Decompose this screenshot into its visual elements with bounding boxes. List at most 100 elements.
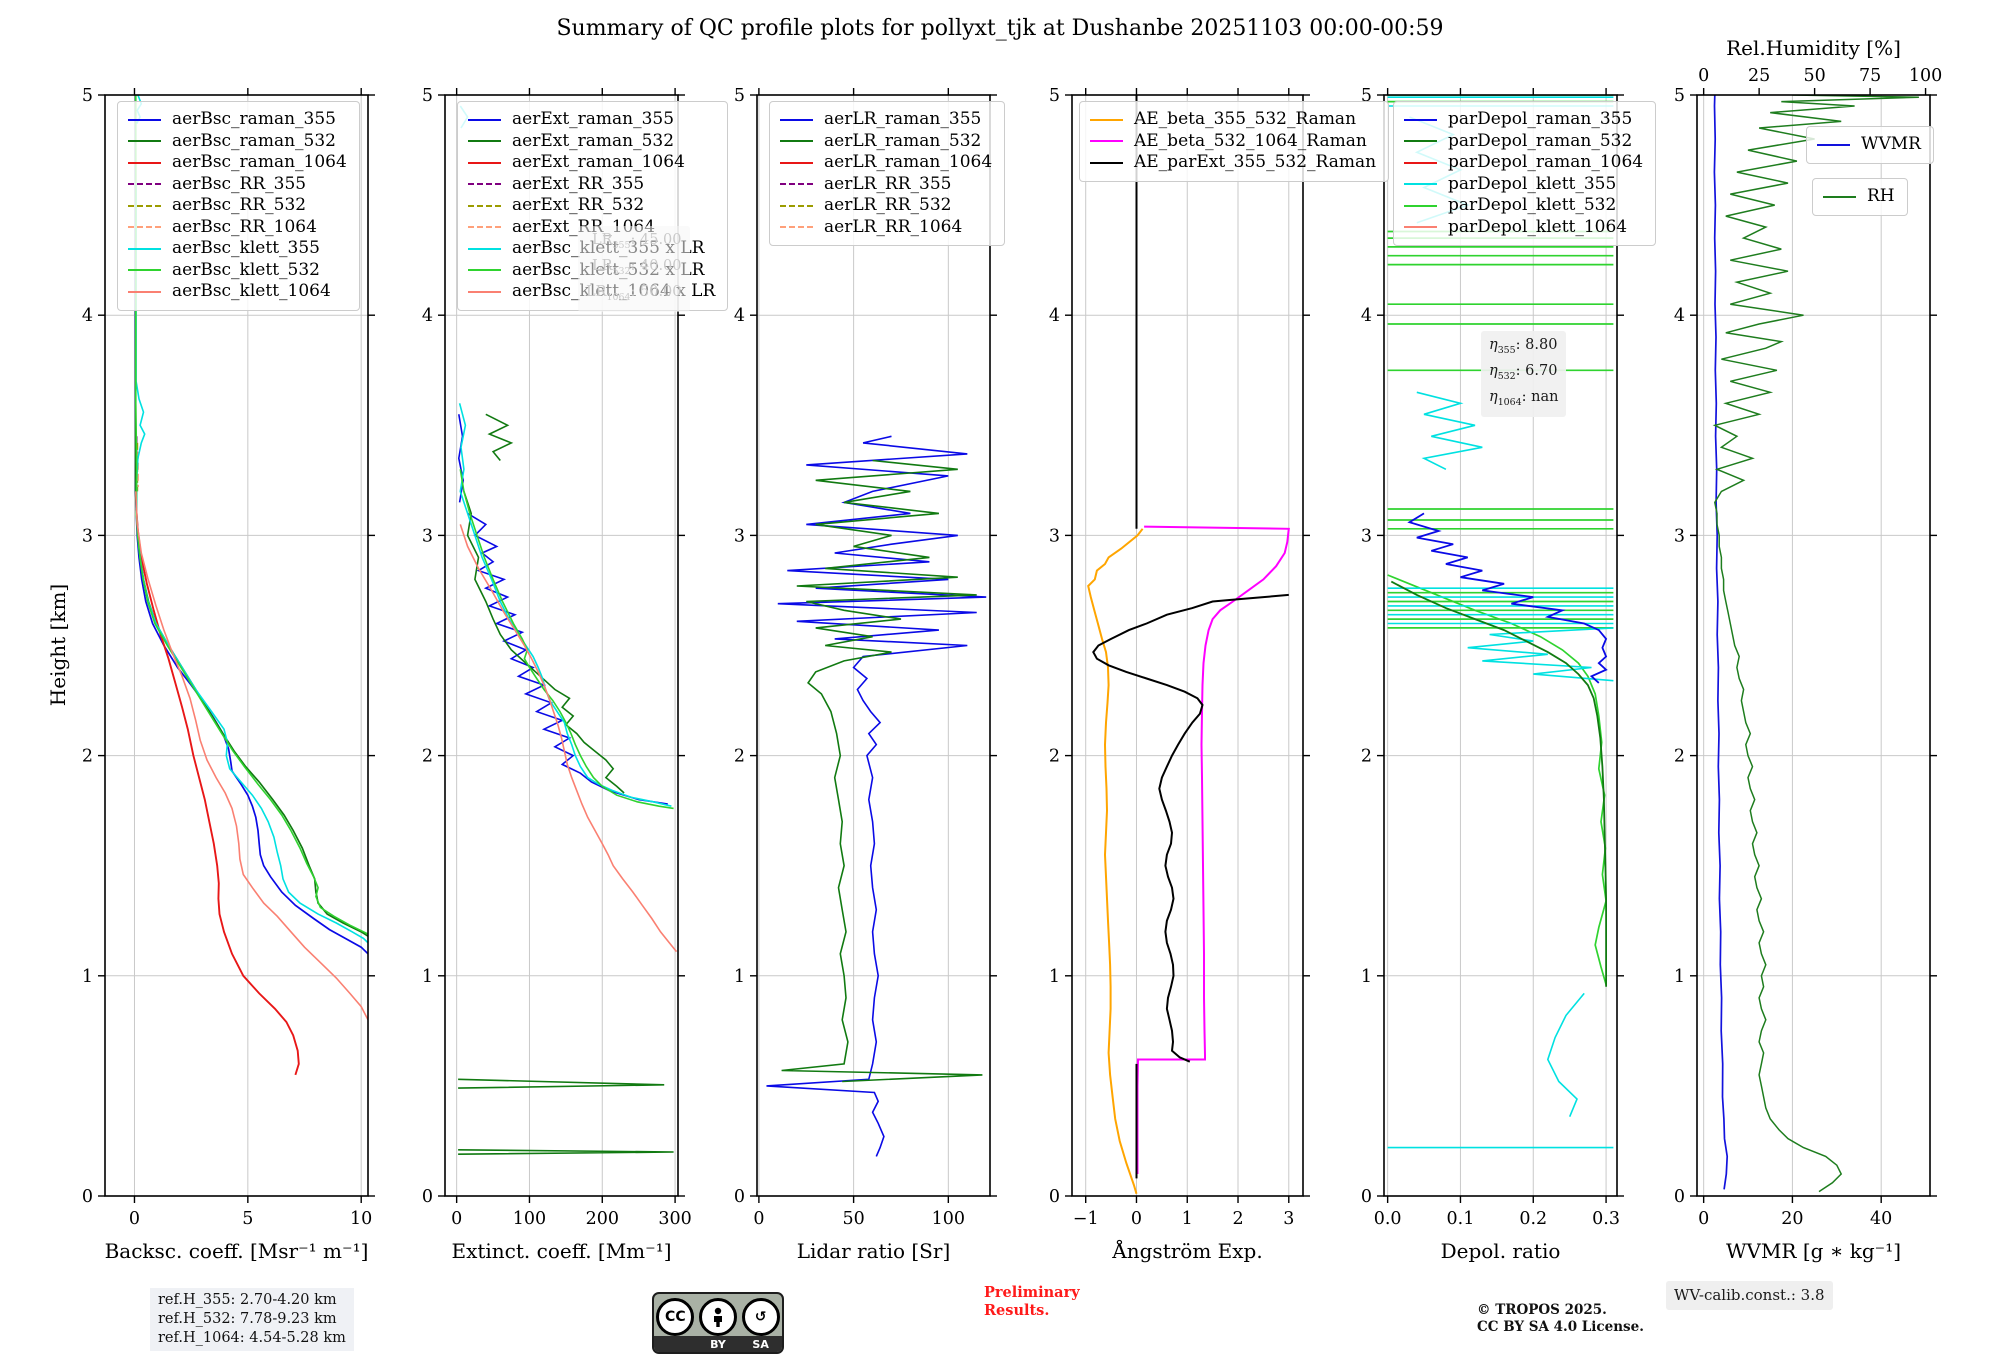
legend-label: aerBsc_RR_1064 <box>172 216 317 237</box>
eta-355-line: η355: 8.80 <box>1489 337 1558 356</box>
legend-label: aerExt_RR_532 <box>512 195 645 215</box>
legend-line-sample <box>128 247 161 250</box>
x-tick-label: 0.2 <box>1519 1209 1547 1229</box>
series-parDepol_klett_355 <box>1467 627 1614 682</box>
backscatter-tick-labels: 0 5 10 0 1 2 3 4 5 Backsc. coeff. [Msr⁻¹ m⁻¹] <box>82 86 372 1263</box>
lr-sub: 355 <box>612 239 631 251</box>
top-tick-label: 50 <box>1803 66 1825 86</box>
legend-line-sample <box>468 269 501 272</box>
legend-label: AE_beta_532_1064_Raman <box>1134 130 1367 151</box>
legend-item-aerLR_raman_532: aerLR_raman_532 <box>780 131 992 153</box>
lidar-ratio-plot: 0 50 100 0 1 2 3 4 5 Lidar ratio [Sr] <box>734 86 997 1263</box>
legend-line-sample <box>468 204 501 207</box>
legend-label: parDepol_raman_355 <box>1448 109 1633 129</box>
eta-sub: 1064 <box>1497 396 1522 408</box>
lidar-ratio-ticks <box>750 88 997 1203</box>
series-WVMR <box>1713 95 1729 1190</box>
legend-item-parDepol_raman_532: parDepol_raman_532 <box>1404 131 1643 153</box>
legend-line-sample <box>780 204 813 207</box>
legend-line-sample <box>1404 226 1437 229</box>
series-aerExt_raman_532 <box>458 1078 665 1089</box>
eta-annotation: η355: 8.80 η532: 6.70 η1064: nan <box>1481 331 1567 417</box>
legend-label: parDepol_klett_355 <box>1448 173 1617 194</box>
wvmr-ticks <box>1690 88 1937 1203</box>
eta-value: 8.80 <box>1525 337 1558 353</box>
y-tick-label: 0 <box>1049 1187 1060 1207</box>
y-tick-label: 5 <box>1674 86 1685 106</box>
person-body <box>713 1316 722 1327</box>
extinction-ticks <box>438 88 685 1203</box>
series-aerExt_raman_355 <box>457 414 465 503</box>
wvmr-legend-rh: RH <box>1812 178 1908 216</box>
legend-line-sample <box>128 161 161 164</box>
y-tick-label: 2 <box>734 747 745 767</box>
lr-1064-line: LR1064: 50.00 <box>586 283 682 303</box>
y-tick-label: 4 <box>422 306 433 326</box>
legend-item-WVMR: WVMR <box>1817 134 1921 156</box>
top-axis-title: Rel.Humidity [%] <box>1726 36 1901 60</box>
y-tick-label: 3 <box>1361 526 1372 546</box>
y-tick-label: 1 <box>1049 967 1060 987</box>
legend-item-AE_parExt_355_532_Raman: AE_parExt_355_532_Raman <box>1090 152 1376 174</box>
tropos-line-1: © TROPOS 2025. <box>1477 1302 1607 1318</box>
series-RH <box>1712 95 1919 1193</box>
eta-1064-line: η1064: nan <box>1489 388 1559 408</box>
y-tick-label: 3 <box>1674 526 1685 546</box>
angstrom-plot: −1 0 1 2 3 0 1 2 3 4 5 Ångström Exp. <box>1049 86 1310 1263</box>
legend-line-sample <box>128 269 161 272</box>
legend-label: RH <box>1867 186 1895 206</box>
legend-item-aerBsc_RR_355: aerBsc_RR_355 <box>128 174 347 196</box>
series-aerExt_raman_355 <box>467 512 668 805</box>
backscatter-ticks <box>98 88 375 1203</box>
depol-spines <box>1383 94 1618 1197</box>
y-tick-label: 2 <box>1674 747 1685 767</box>
y-tick-label: 3 <box>82 526 93 546</box>
backscatter-plot: 0 5 10 0 1 2 3 4 5 Backsc. coeff. [Msr⁻¹ m⁻¹] <box>82 86 375 1263</box>
legend-line-sample <box>780 140 813 143</box>
legend-line-sample <box>128 204 161 207</box>
wvmr-tick-labels: 0 20 40 0 25 50 75 100 Rel.Humidity [%] 0 1 2 3 4 5 WVM… <box>1674 36 1942 1263</box>
legend-label: aerBsc_RR_355 <box>172 173 307 194</box>
x-tick-label: 0.3 <box>1592 1209 1620 1229</box>
y-tick-label: 4 <box>734 306 745 326</box>
wv-calib-annotation: WV-calib.const.: 3.8 <box>1666 1281 1833 1310</box>
legend-line-sample <box>1404 140 1437 143</box>
y-tick-label: 2 <box>82 747 93 767</box>
extinction-spines <box>444 94 679 1197</box>
legend-label: aerBsc_raman_1064 <box>172 152 347 172</box>
x-tick-label: 0 <box>753 1209 764 1229</box>
y-tick-label: 3 <box>734 526 745 546</box>
x-tick-label: 3 <box>1283 1209 1294 1229</box>
backscatter-legend: aerBsc_raman_355 aerBsc_raman_532 aerBsc_r… <box>117 101 360 311</box>
legend-label: parDepol_klett_1064 <box>1448 216 1628 237</box>
series-aerExt_raman_532 <box>463 491 625 794</box>
legend-item-aerBsc_RR_532: aerBsc_RR_532 <box>128 195 347 217</box>
legend-line-sample <box>1090 118 1123 121</box>
legend-line-sample <box>128 290 161 293</box>
legend-label: aerBsc_klett_355 <box>172 238 320 258</box>
x-tick-label: 100 <box>513 1209 546 1229</box>
preliminary-line-1: Preliminary <box>984 1284 1080 1301</box>
y-tick-label: 3 <box>1049 526 1060 546</box>
lr-value: 45.00 <box>640 232 682 248</box>
lr-prefix: LR <box>586 283 607 300</box>
legend-label: AE_parExt_355_532_Raman <box>1134 152 1377 172</box>
x-tick-label: 2 <box>1232 1209 1243 1229</box>
eta-sub: 355 <box>1497 344 1516 356</box>
share-alike-glyph: ↺ <box>754 1309 767 1325</box>
legend-line-sample <box>468 140 501 143</box>
y-tick-label: 2 <box>1049 747 1060 767</box>
share-alike-icon: ↺ <box>741 1298 780 1336</box>
y-tick-label: 0 <box>1674 1187 1685 1207</box>
legend-label: parDepol_klett_532 <box>1448 195 1617 215</box>
legend-line-sample <box>1090 140 1123 143</box>
legend-line-sample <box>1817 143 1850 146</box>
legend-item-aerBsc_raman_532: aerBsc_raman_532 <box>128 131 347 153</box>
cc-icon-label: CC <box>665 1309 686 1325</box>
legend-line-sample <box>468 226 501 229</box>
lr-sub: 1064 <box>606 291 631 303</box>
angstrom-tick-labels: −1 0 1 2 3 0 1 2 3 4 5 Ångström Exp. <box>1049 86 1294 1263</box>
legend-label: aerLR_raman_1064 <box>824 152 993 172</box>
legend-item-aerExt_raman_355: aerExt_raman_355 <box>468 109 715 131</box>
legend-label: aerExt_RR_355 <box>512 173 645 194</box>
